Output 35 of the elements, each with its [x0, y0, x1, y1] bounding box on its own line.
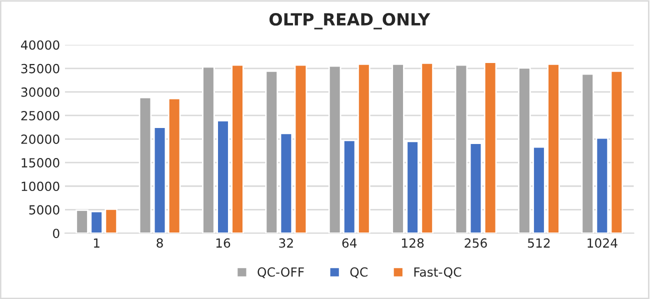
- bar: [596, 137, 609, 234]
- bar: [280, 132, 293, 234]
- bar: [454, 64, 468, 234]
- x-tick-label: 512: [528, 238, 550, 248]
- bar: [265, 70, 278, 234]
- x-tick-label: 64: [342, 238, 357, 248]
- chart-title: OLTP_READ_ONLY: [269, 13, 430, 30]
- x-tick-label: 128: [402, 238, 424, 248]
- y-tick-label: 30000: [21, 87, 60, 97]
- bar: [153, 126, 166, 234]
- x-tick-label: 32: [279, 238, 293, 248]
- legend-label: QC-OFF: [258, 267, 304, 278]
- y-tick-label: 10000: [22, 182, 60, 192]
- legend-label: Fast-QC: [414, 267, 462, 278]
- y-tick-label: 40000: [20, 40, 60, 50]
- x-tick-label: 1024: [588, 238, 618, 248]
- y-tick-label: 20000: [21, 134, 60, 144]
- bar: [484, 62, 497, 234]
- x-tick-label: 8: [156, 238, 163, 248]
- y-tick-label: 15000: [22, 158, 60, 168]
- x-tick-label: 1: [94, 238, 100, 248]
- x-tick-label: 256: [464, 238, 487, 248]
- y-tick-label: 5000: [29, 205, 60, 215]
- bar: [328, 65, 342, 234]
- bar: [138, 96, 152, 234]
- bar: [581, 73, 594, 234]
- y-tick-label: 0: [53, 228, 60, 238]
- bar: [168, 98, 181, 234]
- bar: [610, 70, 624, 234]
- x-tick-label: 16: [216, 238, 230, 248]
- bar: [469, 142, 482, 234]
- legend-label: QC: [350, 267, 368, 278]
- bar: [294, 64, 308, 234]
- y-tick-label: 35000: [21, 64, 60, 74]
- y-tick-label: 25000: [21, 110, 60, 120]
